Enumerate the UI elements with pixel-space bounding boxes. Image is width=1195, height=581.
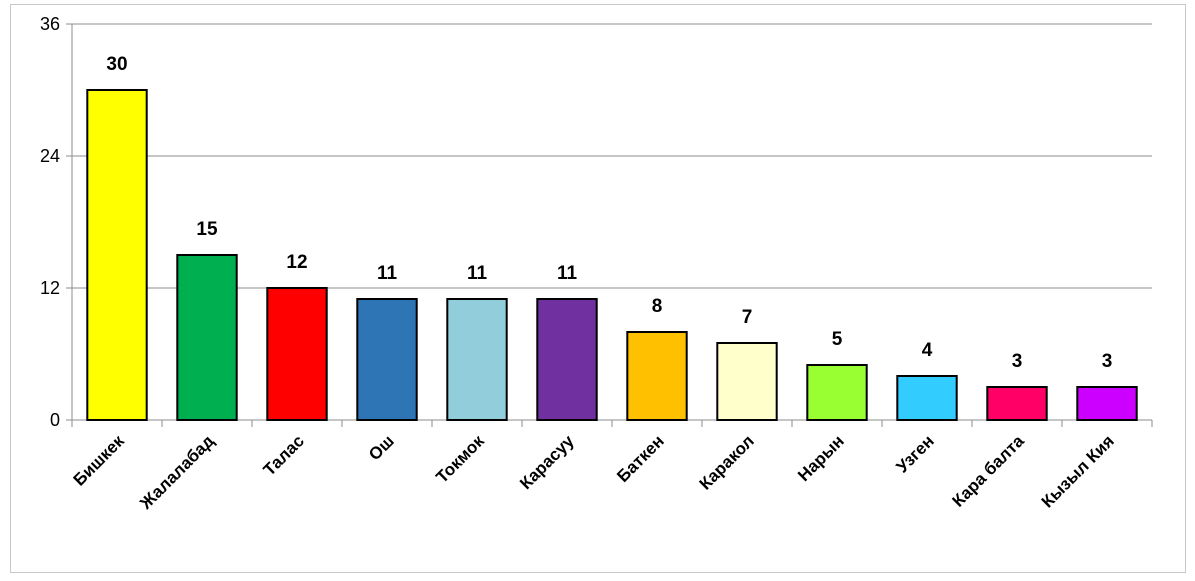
bar-4: [446, 298, 508, 421]
data-label-2: 12: [286, 252, 307, 273]
category-label-7: Каракол: [696, 431, 758, 493]
bar-1: [176, 254, 238, 421]
y-tick-label-3: 36: [40, 14, 60, 34]
bar-0: [86, 89, 148, 421]
data-label-10: 3: [1012, 351, 1023, 372]
data-label-4: 11: [467, 263, 488, 284]
category-label-5: Карасуу: [516, 431, 578, 493]
y-tick-label-1: 12: [40, 278, 60, 298]
bar-9: [896, 375, 958, 421]
bar-2: [266, 287, 328, 421]
category-label-9: Узген: [893, 431, 938, 476]
bar-11: [1076, 386, 1138, 421]
category-label-8: Нарын: [794, 431, 848, 485]
data-label-6: 8: [652, 296, 663, 317]
bar-3: [356, 298, 418, 421]
y-tick-label-0: 0: [50, 410, 60, 430]
data-label-0: 30: [106, 54, 127, 75]
data-label-7: 7: [742, 307, 753, 328]
bar-5: [536, 298, 598, 421]
y-tick-label-2: 24: [40, 146, 60, 166]
category-label-3: Ош: [365, 431, 398, 464]
data-label-5: 11: [557, 263, 578, 284]
category-label-4: Токмок: [432, 431, 488, 487]
category-label-0: Бишкек: [70, 431, 129, 490]
category-label-10: Кара балта: [949, 431, 1029, 511]
bar-10: [986, 386, 1048, 421]
bar-7: [716, 342, 778, 421]
bar-6: [626, 331, 688, 421]
category-label-6: Баткен: [613, 431, 668, 486]
data-label-3: 11: [377, 263, 398, 284]
category-label-1: Жалалабад: [136, 431, 218, 513]
category-label-11: Кызыл Кия: [1038, 431, 1118, 511]
data-label-8: 5: [832, 329, 843, 350]
bar-8: [806, 364, 868, 421]
data-label-11: 3: [1102, 351, 1113, 372]
category-label-2: Талас: [260, 431, 308, 479]
data-label-1: 15: [196, 219, 218, 240]
data-label-9: 4: [922, 340, 933, 361]
